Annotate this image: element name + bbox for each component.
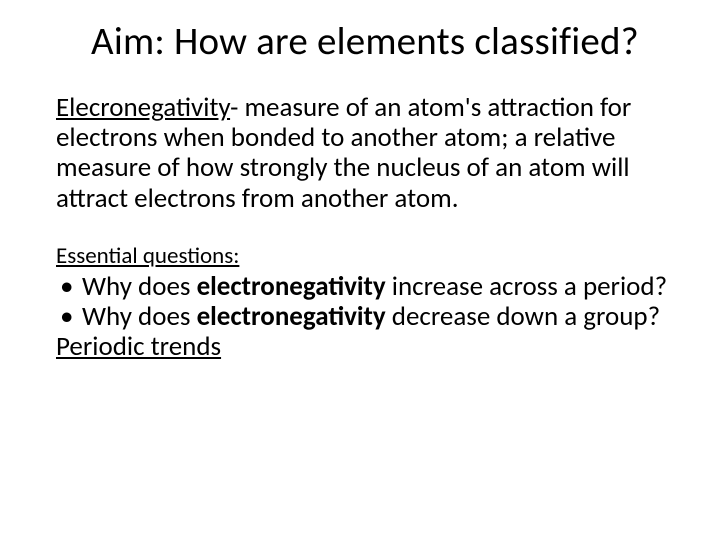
essential-questions-label: Essential questions:	[56, 244, 239, 270]
question-post: increase across a period?	[386, 270, 667, 303]
list-item: Why does electronegativity decrease down…	[56, 302, 674, 332]
definition-term: Elecronegativity	[56, 91, 230, 124]
essential-questions-list: Why does electronegativity increase acro…	[56, 272, 674, 332]
question-post: decrease down a group?	[386, 300, 660, 333]
slide-title: Aim: How are elements classified?	[50, 18, 680, 65]
slide-body: Elecronegativity- measure of an atom's a…	[50, 93, 680, 362]
list-item: Why does electronegativity increase acro…	[56, 272, 674, 302]
question-pre: Why does	[82, 270, 197, 303]
question-pre: Why does	[82, 300, 197, 333]
slide: Aim: How are elements classified? Elecro…	[0, 0, 720, 540]
question-bold: electronegativity	[197, 270, 386, 303]
question-bold: electronegativity	[197, 300, 386, 333]
definition-paragraph: Elecronegativity- measure of an atom's a…	[56, 93, 674, 214]
periodic-trends-link[interactable]: Periodic trends	[56, 332, 221, 362]
